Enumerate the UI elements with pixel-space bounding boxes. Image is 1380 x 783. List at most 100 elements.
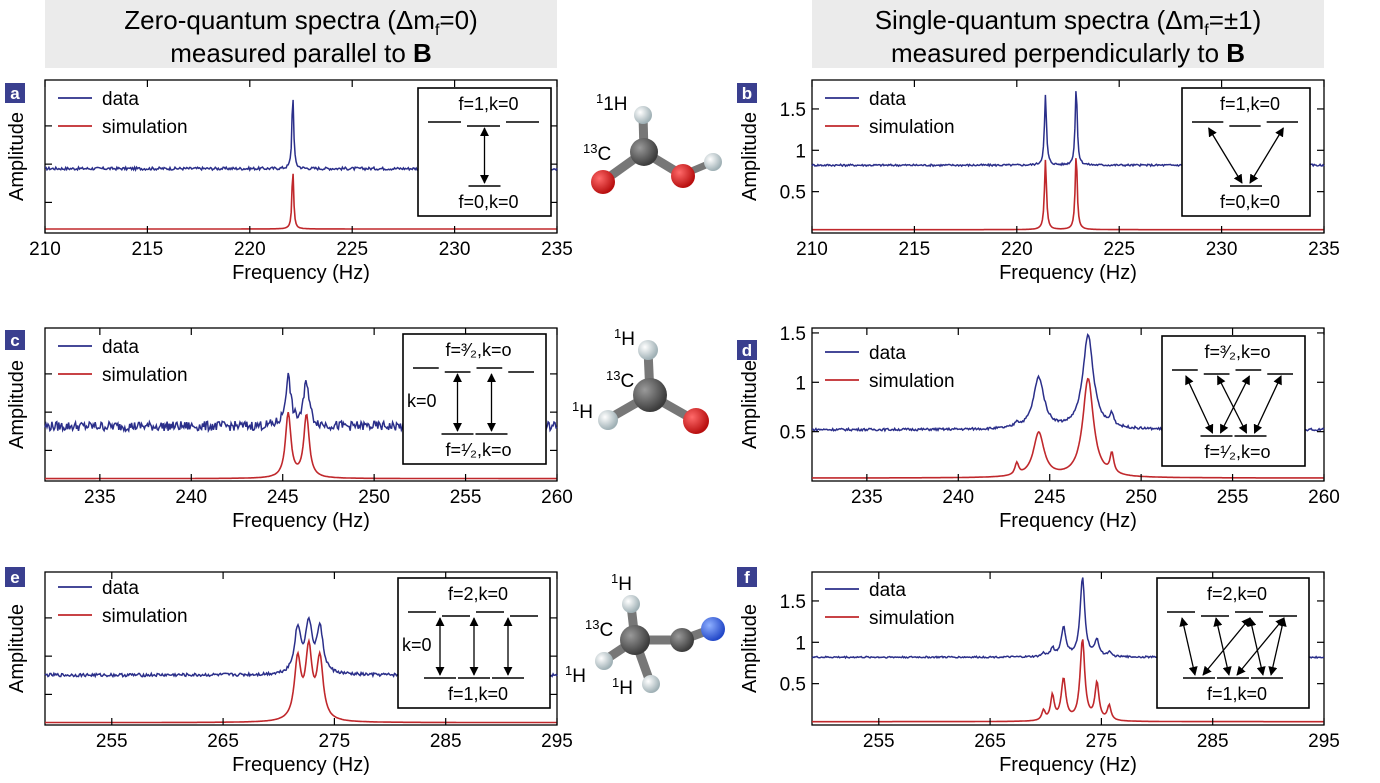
y-axis-label: Amplitude [6, 112, 28, 201]
inset-upper-level-label: f=1,k=0 [1220, 94, 1280, 114]
svg-text:measured perpendicularly to B: measured perpendicularly to B [891, 38, 1245, 68]
x-tick-label: 275 [1086, 731, 1118, 752]
panel-badge [737, 340, 757, 360]
inset-frame [1181, 87, 1311, 217]
left-header-line2: measured parallel to [170, 38, 413, 68]
x-tick-label: 255 [96, 731, 128, 752]
inset-transition-arrow [1179, 617, 1198, 676]
panel-d: 235 240 245 250 255 260 0.5 1 1.5 Frequency (Hz) A… [737, 324, 1340, 532]
inset-upper-level-label: f=³⁄₂,k=o [1204, 342, 1270, 362]
svg-text:1H: 1H [565, 663, 586, 687]
x-tick-label: 235 [541, 239, 573, 260]
y-tick-label: 1.5 [780, 324, 806, 345]
svg-text:13C: 13C [583, 141, 611, 165]
x-axis-label: Frequency (Hz) [232, 510, 370, 532]
simulation-series-line [812, 377, 1324, 479]
legend-simulation-label: simulation [869, 117, 955, 138]
panel-badge [737, 567, 757, 587]
panel-badge [5, 330, 25, 350]
y-axis-label: Amplitude [739, 112, 761, 201]
panel-badge-label: e [10, 568, 19, 587]
x-tick-label: 295 [541, 731, 573, 752]
inset-transition-arrow [1268, 617, 1287, 676]
y-tick-label: 1 [795, 633, 806, 654]
legend: data simulation [58, 578, 188, 627]
y-tick-label: 1 [795, 141, 806, 162]
molecule-formic-acid: 11H 13C [583, 91, 722, 194]
svg-text:1H: 1H [614, 326, 635, 350]
left-header: Zero-quantum spectra (Δmf=0) measured pa… [45, 0, 557, 68]
legend-data-label: data [869, 580, 906, 601]
legend-simulation-label: simulation [102, 365, 188, 386]
panel-badge-label: f [744, 568, 750, 587]
panel-badge [5, 83, 25, 103]
x-tick-label: 235 [851, 487, 883, 508]
y-tick-label: 1.5 [780, 592, 806, 613]
right-header: Single-quantum spectra (Δmf=±1) measured… [812, 0, 1324, 68]
legend-data-label: data [869, 343, 906, 364]
y-axis-label: Amplitude [739, 360, 761, 449]
x-tick-label: 250 [1125, 487, 1157, 508]
svg-text:1H: 1H [611, 571, 632, 595]
panel-b: 210 215 220 225 230 235 0.5 1 1.5 Frequency (Hz) A… [737, 79, 1340, 284]
legend: data simulation [825, 580, 955, 629]
x-tick-label: 210 [796, 239, 828, 260]
right-header-bold-B: B [1226, 38, 1245, 68]
x-tick-label: 250 [358, 487, 390, 508]
legend-simulation-label: simulation [869, 371, 955, 392]
inset-lower-level-label: f=0,k=0 [1220, 192, 1280, 212]
x-tick-label: 240 [175, 487, 207, 508]
panel-badge-label: c [10, 331, 19, 350]
svg-text:1H: 1H [572, 399, 593, 423]
x-tick-label: 285 [430, 731, 462, 752]
y-tick-label: 0.5 [780, 183, 806, 204]
inset-lower-level-label: f=1,k=0 [448, 684, 508, 704]
molecule-acetonitrile: 1H 13C 1H 1H [565, 571, 725, 699]
svg-text:Zero-quantum spectra (Δmf=0): Zero-quantum spectra (Δmf=0) [124, 5, 477, 39]
x-axis-label: Frequency (Hz) [999, 262, 1137, 284]
inset-transition-arrow [1213, 617, 1232, 676]
energy-level-inset: f=³⁄₂,k=o f=¹⁄₂,k=o [1161, 335, 1306, 467]
legend-data-label: data [102, 337, 139, 358]
energy-level-inset: f=2,k=0 f=1,k=0 [1156, 577, 1310, 709]
x-tick-label: 265 [974, 731, 1006, 752]
legend-data-label: data [869, 89, 906, 110]
legend: data simulation [58, 89, 188, 138]
energy-level-inset: f=³⁄₂,k=o f=¹⁄₂,k=o k=0 [402, 333, 547, 465]
y-tick-label: 1.5 [780, 100, 806, 121]
x-tick-label: 210 [29, 239, 61, 260]
x-tick-label: 245 [267, 487, 299, 508]
energy-level-inset: f=1,k=0 f=0,k=0 [417, 87, 552, 217]
legend: data simulation [58, 337, 188, 386]
mol1-label-h: 1H [603, 94, 627, 115]
simulation-series-line [45, 173, 557, 230]
x-tick-label: 260 [1308, 487, 1340, 508]
svg-text:11H: 11H [596, 91, 628, 115]
inset-lower-level-label: f=¹⁄₂,k=o [1204, 442, 1270, 462]
svg-text:13C: 13C [585, 617, 613, 641]
x-tick-label: 215 [132, 239, 164, 260]
panel-e: 255 265 275 285 295 Frequency (Hz) Amplitude da… [5, 567, 573, 776]
panel-a: 210 215 220 225 230 235 Frequency (Hz) Amplitud… [5, 79, 573, 284]
panels: 210 215 220 225 230 235 Frequency (Hz) Amplitud… [5, 79, 1340, 776]
inset-lower-level-label: f=0,k=0 [458, 192, 518, 212]
x-axis-label: Frequency (Hz) [232, 754, 370, 776]
left-header-sub: f [435, 22, 440, 39]
svg-text:1H: 1H [612, 675, 633, 699]
inset-transition-arrow [1249, 127, 1284, 184]
axes-frame [44, 327, 558, 482]
legend-simulation-label: simulation [102, 606, 188, 627]
left-header-line1: Zero-quantum spectra (Δm [124, 5, 435, 35]
x-tick-label: 225 [336, 239, 368, 260]
panel-f: 255 265 275 285 295 0.5 1 1.5 Frequency (Hz) Ampl… [737, 567, 1340, 776]
inset-upper-level-label: f=1,k=0 [458, 94, 518, 114]
x-tick-label: 235 [1308, 239, 1340, 260]
left-header-line1b: =0) [439, 5, 477, 35]
x-tick-label: 260 [541, 487, 573, 508]
inset-side-label: k=0 [402, 635, 432, 655]
legend: data simulation [825, 343, 955, 392]
inset-transition-arrow [1208, 127, 1243, 184]
axes-frame [811, 571, 1325, 726]
x-axis-label: Frequency (Hz) [999, 754, 1137, 776]
inset-upper-level-label: f=2,k=0 [1207, 584, 1267, 604]
